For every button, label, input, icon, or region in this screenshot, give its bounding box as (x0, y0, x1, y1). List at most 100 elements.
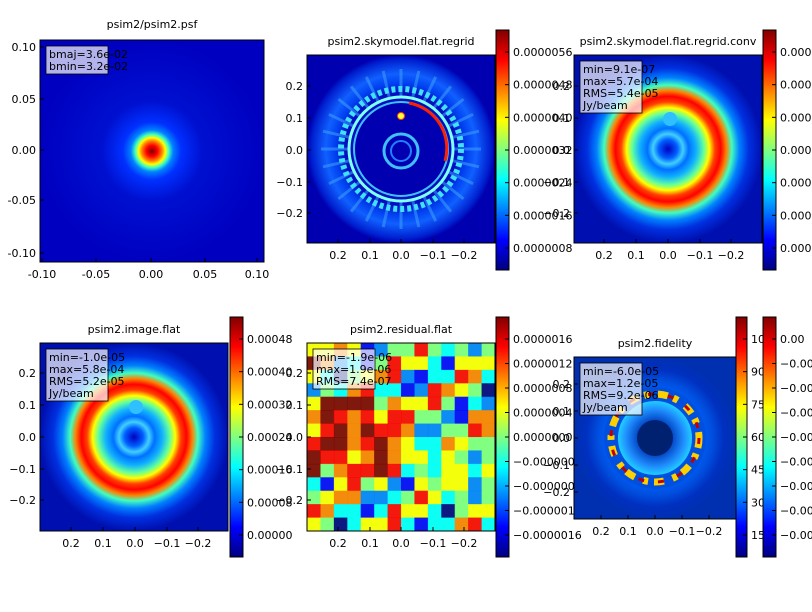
colorbar-tick-label: 60 (751, 431, 765, 444)
ripple-spoke (381, 70, 391, 99)
residual-cell (441, 423, 456, 438)
colorbar-tick-label: 0.00016 (247, 464, 293, 477)
residual-cell (307, 410, 321, 425)
colorbar-tick-label: −0.00 (780, 529, 812, 542)
colorbar-tick-label: 0.00000 (247, 529, 293, 542)
colorbar-tick-label: 0.000 (780, 177, 812, 190)
ripple-spoke (349, 188, 370, 213)
fidelity-core (637, 420, 673, 456)
residual-cell (320, 517, 335, 531)
stats-line: max=5.8e-04 (49, 363, 124, 376)
residual-cell (454, 410, 469, 425)
residual-cell (481, 356, 495, 371)
panel-title: psim2.residual.flat (350, 323, 453, 336)
ripple-spoke (322, 159, 351, 169)
y-tick-label: 0.1 (286, 112, 304, 125)
residual-cell (454, 490, 469, 505)
y-tick-label: 0.1 (553, 112, 571, 125)
residual-cell (414, 437, 429, 451)
residual-cell (401, 490, 415, 505)
residual-cell (414, 383, 429, 398)
residual-cell (347, 477, 362, 492)
ripple-spoke (337, 180, 362, 201)
colorbar-tick-label: 0.0000024 (513, 177, 573, 190)
x-tick-label: 0.10 (245, 268, 270, 281)
residual-cell (414, 477, 429, 492)
residual-cell (360, 477, 375, 492)
residual-cell (441, 410, 456, 425)
ring-gap (129, 400, 143, 414)
colorbar-tick-label: 0.000 (780, 209, 812, 222)
y-tick-label: 0.0 (19, 431, 37, 444)
residual-cell (468, 423, 483, 438)
residual-cell (360, 517, 375, 531)
residual-cell (374, 356, 389, 371)
residual-cell (387, 396, 402, 411)
colorbar-tick-label: 45 (751, 464, 765, 477)
y-tick-label: −0.1 (543, 176, 570, 189)
ripple-spoke (364, 195, 380, 222)
residual-cell (414, 463, 429, 478)
residual-cell (360, 437, 375, 451)
residual-cell (454, 356, 469, 371)
colorbar-tick-label: 0.0000032 (513, 144, 573, 157)
residual-cell (481, 437, 495, 451)
panel-title: psim2.image.flat (88, 323, 181, 336)
x-tick-label: 0.1 (619, 525, 637, 538)
y-tick-label: −0.2 (543, 207, 570, 220)
y-tick-label: 0.2 (286, 80, 304, 93)
y-tick-label: 0.0 (286, 431, 304, 444)
y-tick-label: 0.1 (553, 405, 571, 418)
residual-cell (414, 504, 429, 519)
residual-cell (360, 396, 375, 411)
residual-cell (360, 504, 375, 519)
residual-cell (427, 396, 442, 411)
residual-cell (374, 437, 389, 451)
ripple-spoke (422, 76, 438, 103)
stats-line: Jy/beam (582, 99, 628, 112)
x-tick-label: -0.05 (82, 268, 110, 281)
residual-cell (387, 463, 402, 478)
ripple-spoke (422, 195, 438, 222)
ripple-spoke (381, 199, 391, 228)
x-tick-label: 0.1 (627, 249, 645, 262)
residual-cell (427, 410, 442, 425)
residual-cell (414, 410, 429, 425)
residual-cell (387, 383, 402, 398)
stats-line: min=-6.0e-05 (583, 365, 659, 378)
colorbar-tick-label: −0.00 (780, 431, 812, 444)
residual-cell (360, 463, 375, 478)
stats-line: Jy/beam (48, 387, 94, 400)
residual-cell (481, 463, 495, 478)
residual-cell (441, 369, 456, 384)
stats-line: bmaj=3.6e-02 (49, 48, 128, 61)
colorbar-tick-label: 90 (751, 366, 765, 379)
colorbar-tick-label: 0.0000004 (513, 407, 573, 420)
stats-box (45, 45, 109, 75)
residual-cell (387, 477, 402, 492)
colorbar-tick-label: 0.0000056 (513, 46, 573, 59)
residual-cell (414, 450, 429, 465)
x-tick-label: 0.2 (62, 537, 80, 550)
colorbar-tick-label: 0.0000016 (513, 333, 573, 346)
residual-cell (333, 490, 348, 505)
residual-cell (387, 450, 402, 465)
psf-beam (40, 40, 264, 262)
residual-cell (333, 477, 348, 492)
image-layer (40, 40, 264, 262)
residual-cell (401, 450, 415, 465)
residual-cell (401, 396, 415, 411)
residual-cell (481, 477, 495, 492)
residual-cell (414, 356, 429, 371)
residual-cell (333, 517, 348, 531)
residual-cell (387, 504, 402, 519)
y-tick-label: −0.2 (276, 494, 303, 507)
colorbar-tick-label: 0.0000008 (513, 242, 573, 255)
colorbar-tick-label: −0.0000012 (513, 505, 582, 518)
residual-cell (441, 396, 456, 411)
x-tick-label: −0.1 (420, 249, 447, 262)
y-tick-label: 0.00 (12, 144, 37, 157)
colorbar-tick-label: 0.000 (780, 111, 812, 124)
x-tick-label: 0.0 (659, 249, 677, 262)
